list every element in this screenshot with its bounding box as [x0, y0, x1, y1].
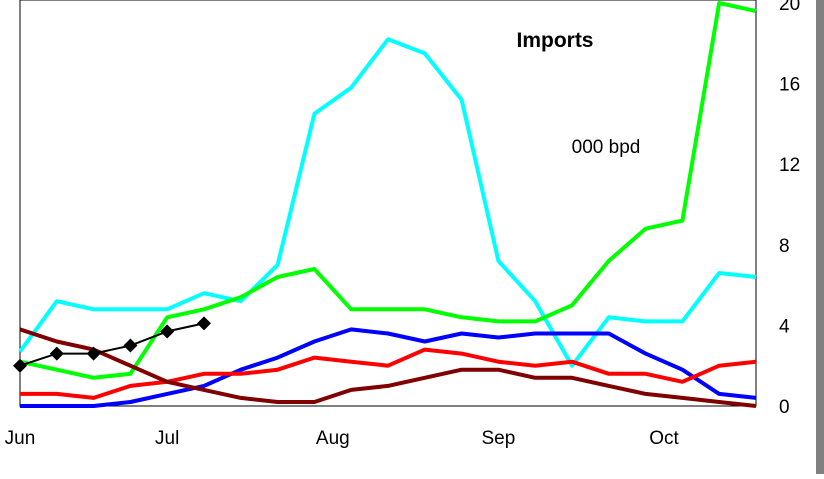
x-axis-ticks: Jun Jul Aug Sep Oct — [5, 428, 680, 449]
y-tick-label: 20 — [779, 0, 800, 15]
y-tick-label: 16 — [779, 75, 800, 96]
window-edge-bar — [816, 0, 824, 474]
series-line-6 — [19, 322, 205, 367]
y-tick-label: 0 — [779, 397, 790, 418]
plot-area-frame — [19, 0, 757, 407]
data-point-marker — [13, 358, 27, 373]
series-layer — [18, 1, 757, 408]
series-line-3 — [20, 327, 757, 408]
data-point-marker — [123, 338, 138, 353]
data-point-marker — [86, 346, 101, 361]
data-point-marker — [197, 316, 211, 331]
series-line-2 — [19, 1, 757, 380]
series-line-4 — [20, 347, 757, 400]
x-tick-label: Aug — [316, 428, 350, 449]
series-line-1 — [18, 37, 757, 368]
y-tick-label: 4 — [779, 316, 790, 337]
x-tick-label: Oct — [649, 428, 679, 449]
marker-layer — [13, 316, 211, 373]
data-point-marker — [49, 346, 64, 361]
x-tick-label: Jul — [155, 428, 179, 449]
series-line-5 — [19, 327, 757, 408]
chart-title: Imports — [516, 29, 593, 52]
x-tick-label: Sep — [481, 428, 515, 449]
unit-label: 000 bpd — [572, 137, 641, 158]
y-tick-label: 12 — [779, 155, 800, 176]
x-tick-label: Jun — [5, 428, 36, 449]
data-point-marker — [160, 324, 175, 339]
y-axis-ticks: 0 4 8 12 16 20 — [779, 0, 800, 418]
y-tick-label: 8 — [779, 236, 790, 257]
